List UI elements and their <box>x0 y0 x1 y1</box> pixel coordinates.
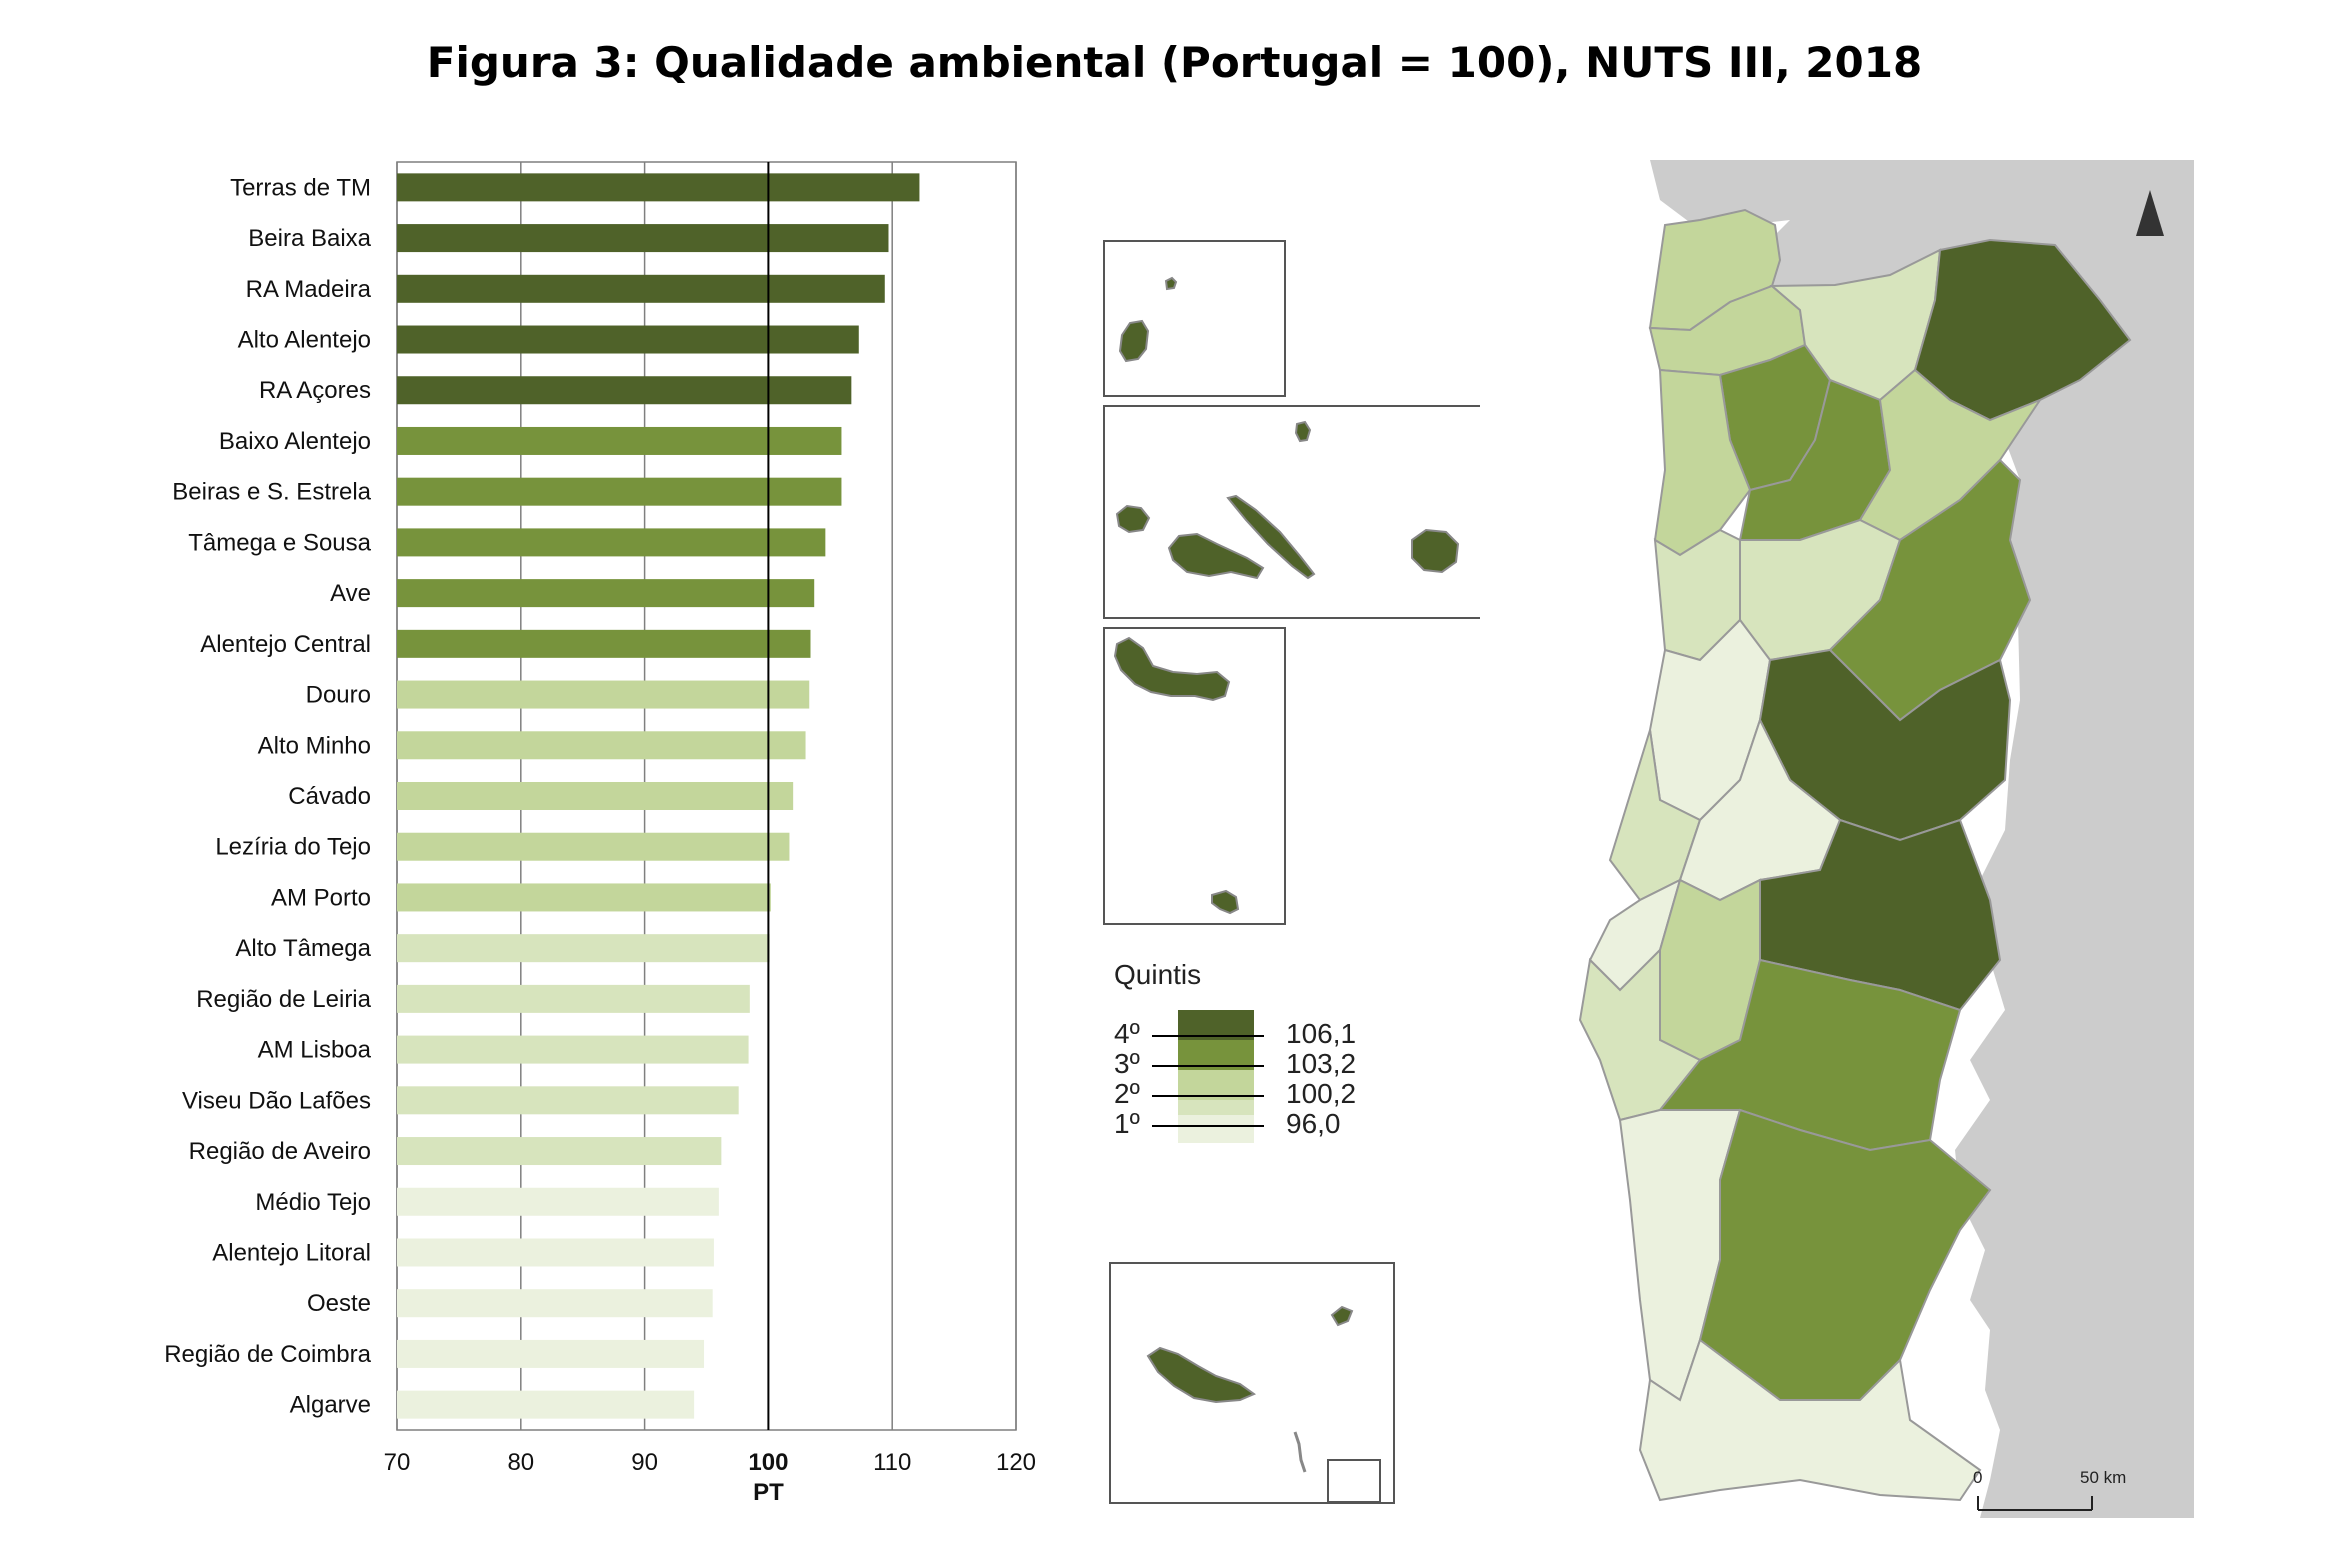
legend-threshold-3: 103,2 <box>1286 1048 1356 1079</box>
bar <box>397 1187 719 1216</box>
bar <box>397 274 885 303</box>
legend-threshold-4: 106,1 <box>1286 1018 1356 1049</box>
bar <box>397 173 920 202</box>
bar <box>397 629 811 658</box>
category-label: Beiras e S. Estrela <box>172 479 371 506</box>
bar <box>397 832 790 861</box>
category-label: Baixo Alentejo <box>219 428 371 455</box>
category-label: Alentejo Central <box>200 631 371 658</box>
inset-box-flores-corvo <box>1103 240 1286 397</box>
category-label: Região de Coimbra <box>164 1341 371 1368</box>
legend-label-2: 2º <box>1114 1078 1140 1109</box>
category-label: Alentejo Litoral <box>212 1239 371 1266</box>
category-label: AM Porto <box>271 884 371 911</box>
island-faial <box>1115 504 1151 534</box>
island-madeira <box>1146 1346 1257 1404</box>
island-porto-santo <box>1330 1305 1354 1327</box>
x-tick-label: 100 <box>748 1449 788 1476</box>
category-label: Alto Tâmega <box>235 935 371 962</box>
category-label: Lezíria do Tejo <box>215 834 371 861</box>
island-pico <box>1167 532 1265 580</box>
figure-title: Figura 3: Qualidade ambiental (Portugal … <box>426 38 1923 87</box>
legend-threshold-2: 100,2 <box>1286 1078 1356 1109</box>
legend-label-3: 3º <box>1114 1048 1140 1079</box>
bar <box>397 1137 722 1166</box>
legend-label-4: 4º <box>1114 1018 1140 1049</box>
bar <box>397 1289 713 1318</box>
category-label: Região de Leiria <box>196 986 371 1013</box>
spain-land <box>1650 160 2194 1518</box>
category-label: RA Madeira <box>246 276 372 303</box>
bar <box>397 680 810 709</box>
category-label: RA Açores <box>259 377 371 404</box>
legend-title: Quintis <box>1114 959 1201 990</box>
islands-insets <box>1103 240 1480 1504</box>
bar <box>397 224 889 253</box>
island-santa-maria <box>1211 889 1240 915</box>
category-label: Terras de TM <box>230 174 371 201</box>
region-algarve <box>1638 1338 1982 1502</box>
category-label: Região de Aveiro <box>189 1138 371 1165</box>
bar <box>397 325 859 354</box>
islets-desertas <box>1293 1431 1307 1473</box>
inset-box-selvagens <box>1327 1459 1381 1503</box>
scale-start: 0 <box>1973 1468 1982 1487</box>
category-label: Beira Baixa <box>248 225 371 252</box>
bar <box>397 376 852 405</box>
category-label: Oeste <box>307 1290 371 1317</box>
bar <box>397 1238 714 1267</box>
island-terceira <box>1411 528 1460 574</box>
scale-end: 50 km <box>2080 1468 2126 1487</box>
x-tick-label: 80 <box>507 1449 534 1476</box>
bar <box>397 1339 705 1368</box>
north-arrow-icon <box>2136 190 2164 236</box>
bar <box>397 782 794 810</box>
bar <box>397 477 842 506</box>
bar <box>397 934 770 963</box>
category-label: Douro <box>306 682 371 709</box>
bar <box>397 528 826 557</box>
category-label: Viseu Dão Lafões <box>182 1087 371 1114</box>
category-label: Tâmega e Sousa <box>188 529 371 556</box>
island-corvo <box>1164 276 1178 291</box>
legend-swatch-q0 <box>1178 1115 1254 1143</box>
inset-box-central-group <box>1103 405 1480 619</box>
category-label: Cávado <box>288 783 371 810</box>
bar <box>397 1035 749 1064</box>
region-terras-de-tm <box>1913 238 2132 422</box>
bar <box>397 883 771 912</box>
bar <box>397 579 815 608</box>
x-tick-label: 120 <box>996 1449 1036 1476</box>
legend-label-1: 1º <box>1114 1108 1140 1139</box>
category-label: Algarve <box>290 1392 371 1419</box>
legend-threshold-1: 96,0 <box>1286 1108 1341 1139</box>
bar <box>397 426 842 455</box>
x-tick-label: 110 <box>873 1449 911 1476</box>
map-mainland: 0 50 km <box>1578 160 2194 1518</box>
category-label: Ave <box>330 580 371 607</box>
island-sao-miguel <box>1113 636 1231 702</box>
bar-chart: 70 80 90 100 110 120 Terras de TM Beira Baixa RA… <box>164 161 1036 1506</box>
bar <box>397 1086 739 1115</box>
island-graciosa <box>1294 420 1312 443</box>
bar <box>397 1390 695 1419</box>
category-label: Alto Alentejo <box>238 327 371 354</box>
bar <box>397 731 806 760</box>
island-sao-jorge <box>1226 494 1316 580</box>
category-label: Alto Minho <box>258 732 371 759</box>
x-tick-label: 70 <box>384 1449 411 1476</box>
legend: Quintis 4º 3º 2º 1º 106,1 103,2 100,2 96… <box>1114 959 1356 1143</box>
legend-swatch-q1 <box>1178 1100 1254 1115</box>
x-tick-label: 90 <box>631 1449 658 1476</box>
bar <box>397 984 750 1013</box>
reference-label: PT <box>753 1479 784 1506</box>
island-flores <box>1118 319 1150 363</box>
category-label: Médio Tejo <box>255 1189 371 1216</box>
region-baixo-alentejo <box>1698 1108 1992 1401</box>
category-label: AM Lisboa <box>258 1037 372 1064</box>
